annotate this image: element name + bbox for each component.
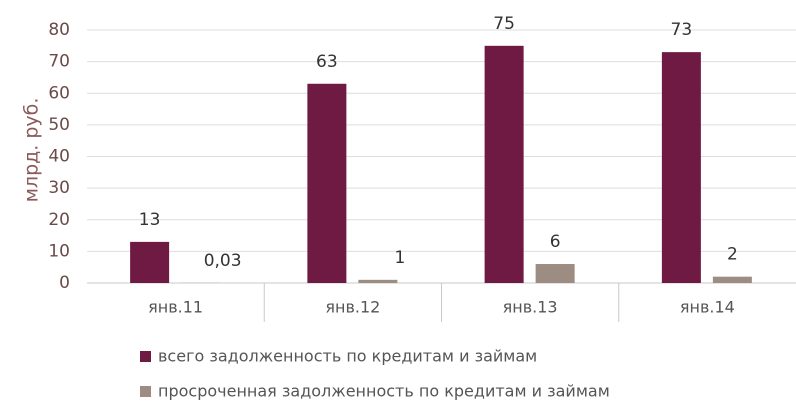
y-tick-label: 10 [48,241,70,261]
data-label: 73 [671,20,693,40]
legend-swatch [140,351,151,362]
y-tick-label: 20 [48,210,70,230]
data-label: 2 [727,245,738,265]
y-tick-label: 80 [48,20,70,40]
bar [661,52,701,284]
legend-label: всего задолженность по кредитам и займам [158,347,537,366]
y-tick-label: 60 [48,83,70,103]
data-label: 0,03 [204,251,242,271]
x-tick-label: янв.14 [680,298,735,317]
y-tick-label: 30 [48,178,70,198]
data-label: 6 [550,232,561,252]
bar [484,45,524,283]
data-label: 1 [394,248,405,268]
legend-label: просроченная задолженность по кредитам и… [158,382,610,401]
bar [535,264,575,283]
x-tick-label: янв.12 [325,298,380,317]
bar [712,276,752,283]
x-tick-label: янв.13 [503,298,558,317]
data-label: 63 [316,52,338,72]
y-axis-label: млрд. руб. [21,98,43,203]
y-tick-label: 40 [48,147,70,167]
legend-swatch [140,386,151,397]
data-label: 75 [493,14,515,34]
bar [130,241,170,283]
x-tick-label: янв.11 [148,298,203,317]
bar [307,83,347,283]
data-label: 13 [139,210,161,230]
y-tick-label: 0 [59,273,70,293]
y-tick-label: 70 [48,52,70,72]
bar [358,279,398,283]
y-tick-label: 50 [48,115,70,135]
